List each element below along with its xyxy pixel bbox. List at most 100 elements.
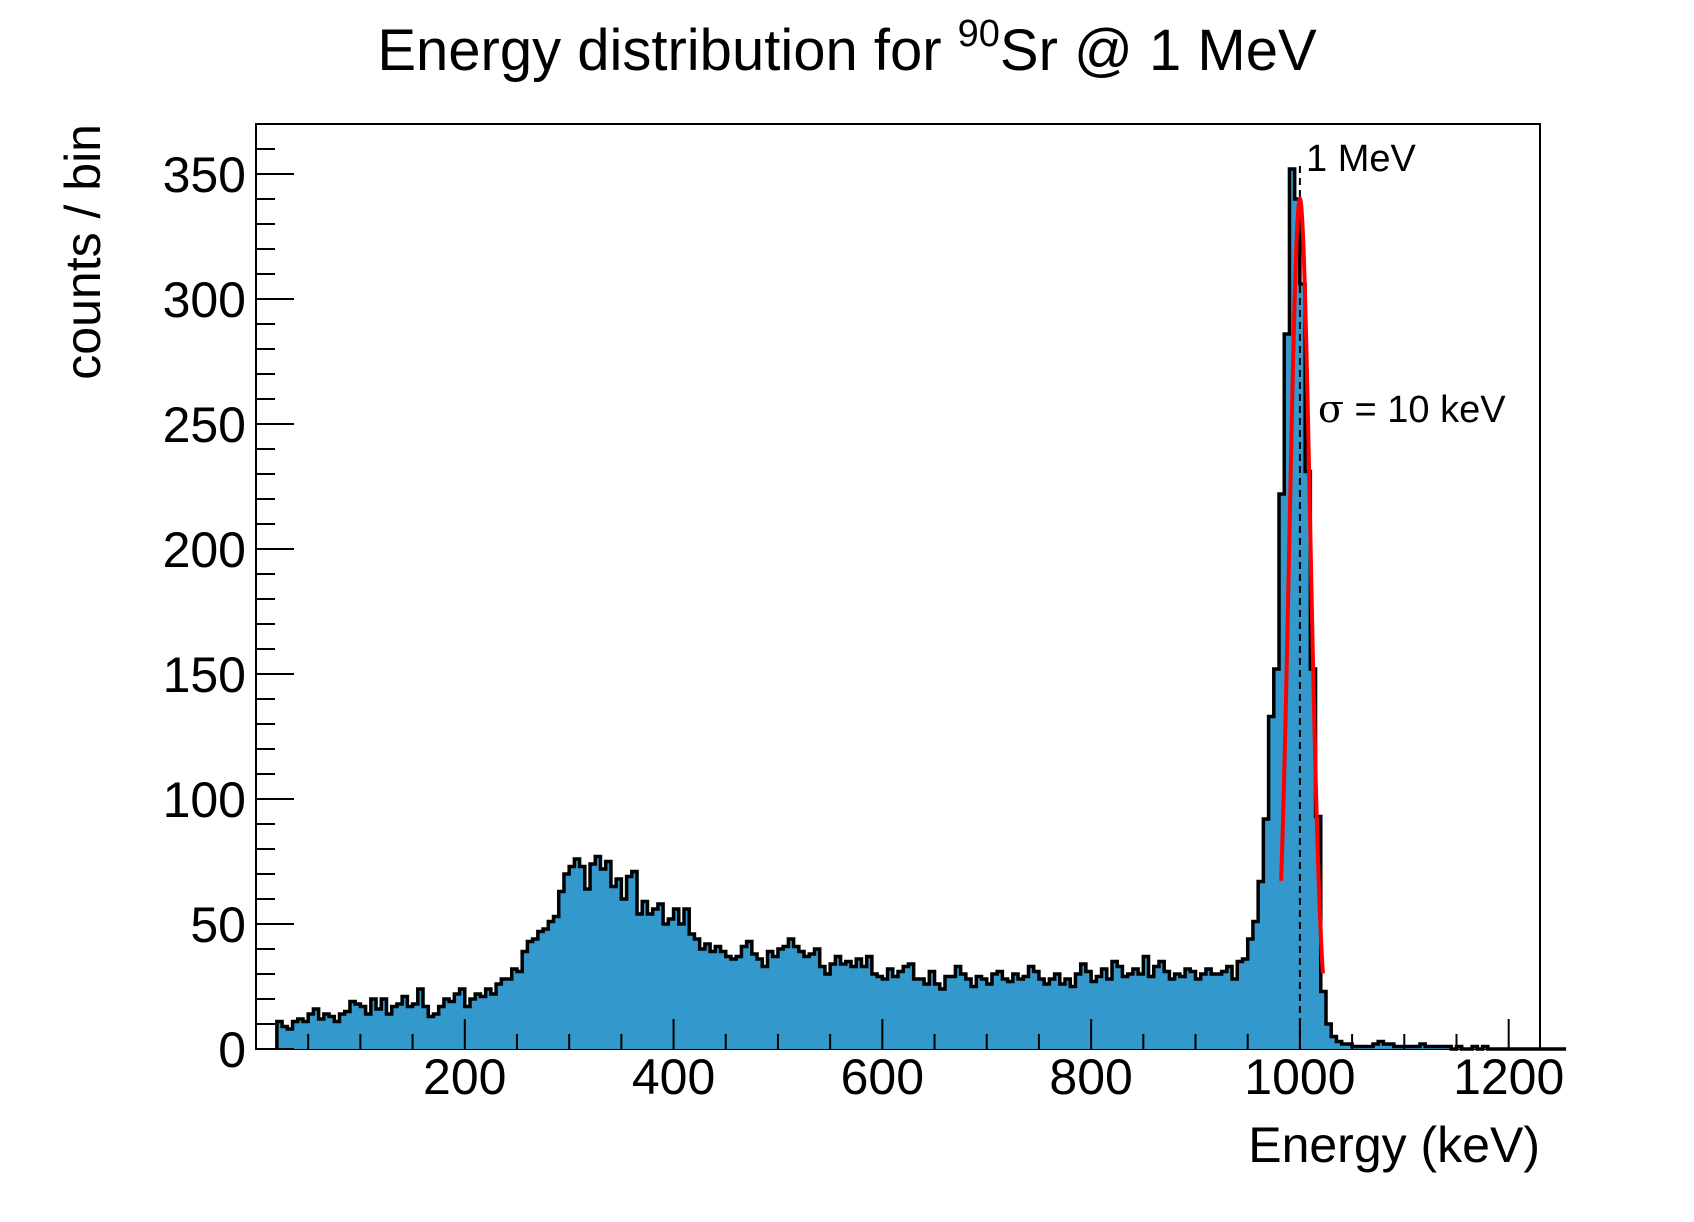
histogram-bar xyxy=(877,976,883,1049)
y-tick-label: 50 xyxy=(190,897,246,953)
histogram-bar xyxy=(913,979,920,1049)
x-tick-label: 200 xyxy=(423,1049,506,1105)
histogram-bar xyxy=(694,939,701,1049)
histogram-bar xyxy=(527,941,534,1049)
histogram-bar xyxy=(621,899,628,1049)
histogram-bar xyxy=(407,1006,414,1049)
histogram-bar xyxy=(1226,966,1233,1049)
histogram-bar xyxy=(1075,974,1082,1049)
histogram-bar xyxy=(360,1006,367,1049)
sigma-value: = 10 keV xyxy=(1344,389,1506,431)
y-tick-label: 150 xyxy=(163,647,246,703)
histogram-bar xyxy=(558,891,565,1049)
histogram-bar xyxy=(1185,969,1191,1049)
histogram-bar xyxy=(840,964,847,1049)
histogram-bar xyxy=(1179,976,1186,1049)
histogram-bar xyxy=(569,866,575,1049)
histogram-bar xyxy=(475,994,482,1049)
histogram-bar xyxy=(1169,979,1176,1049)
histogram-bar xyxy=(449,1001,455,1049)
histogram-bar xyxy=(501,979,508,1049)
histogram-bar xyxy=(313,1009,320,1049)
histogram-bar xyxy=(772,956,779,1049)
histogram-bar xyxy=(423,1006,429,1049)
histogram-bar xyxy=(939,989,946,1049)
histogram-bar xyxy=(1315,816,1322,1049)
histogram-bar xyxy=(1294,199,1301,1049)
histogram-bar xyxy=(1190,971,1197,1049)
histogram-bar xyxy=(574,859,581,1049)
histogram-bar xyxy=(851,966,857,1049)
histogram-bar xyxy=(1310,669,1317,1049)
histogram-bar xyxy=(830,964,836,1049)
histogram-bar xyxy=(1122,976,1129,1049)
chart-title-isotope-mass: 90 xyxy=(958,13,1000,55)
histogram-bar xyxy=(1221,971,1228,1049)
histogram-bar xyxy=(751,954,758,1049)
histogram-bar xyxy=(1091,981,1097,1049)
histogram-bar xyxy=(804,956,810,1049)
histogram-bar xyxy=(746,941,753,1049)
histogram-bar xyxy=(1164,971,1171,1049)
histogram-bar xyxy=(276,1021,283,1049)
plot-frame xyxy=(255,123,1541,1050)
histogram-bar xyxy=(1258,881,1264,1049)
y-axis: 0 50 100 150 200 250 300 350 xyxy=(163,123,294,1078)
histogram-bar xyxy=(1033,971,1040,1049)
histogram-bar xyxy=(684,909,690,1049)
histogram-bar xyxy=(511,969,518,1049)
peak-annotation: 1 MeV xyxy=(1306,138,1416,180)
histogram-bar xyxy=(1247,939,1254,1049)
histogram-bar xyxy=(663,924,669,1049)
histogram-bar xyxy=(459,989,466,1049)
histogram-bar xyxy=(1252,921,1259,1049)
histogram-bar xyxy=(1106,979,1113,1049)
histogram-bar xyxy=(788,939,795,1049)
histogram-bar xyxy=(887,969,894,1049)
histogram-bar xyxy=(856,959,863,1049)
histogram-bar xyxy=(396,1004,403,1049)
histogram-bar xyxy=(334,1021,341,1049)
histogram-bar xyxy=(344,1011,351,1049)
histogram-bar xyxy=(1148,976,1155,1049)
histogram-bar xyxy=(376,1009,382,1049)
x-tick-label: 600 xyxy=(841,1049,924,1105)
histogram-bar xyxy=(882,979,889,1049)
histogram-bar xyxy=(986,984,993,1049)
histogram-bar xyxy=(819,966,826,1049)
x-tick-label: 1000 xyxy=(1244,1049,1355,1105)
histogram-bar xyxy=(1112,961,1118,1049)
histogram-bar xyxy=(798,951,805,1049)
y-tick-label: 200 xyxy=(163,522,246,578)
histogram-bar xyxy=(783,946,789,1049)
histogram-bar xyxy=(1388,1044,1395,1049)
histogram-bar xyxy=(871,974,878,1049)
histogram-bar xyxy=(1065,979,1071,1049)
histogram-bar xyxy=(1054,974,1061,1049)
histogram-bar xyxy=(725,956,732,1049)
histogram-bar xyxy=(590,864,596,1049)
histogram-bar xyxy=(532,939,539,1049)
histogram-bar xyxy=(1080,964,1087,1049)
histogram-bar xyxy=(1049,979,1056,1049)
histogram-bar xyxy=(908,964,915,1049)
chart-title-main: Energy distribution for xyxy=(377,18,957,83)
histogram-bar xyxy=(903,966,910,1049)
histogram-bar xyxy=(454,994,461,1049)
histogram-bar xyxy=(1002,979,1009,1049)
x-tick-label: 400 xyxy=(632,1049,715,1105)
histogram-bar xyxy=(349,1001,356,1049)
histogram-bar xyxy=(944,976,951,1049)
histogram-bar xyxy=(428,1016,435,1049)
histogram-bar xyxy=(1085,971,1092,1049)
histogram-bar xyxy=(595,856,602,1049)
histogram-bar xyxy=(1018,979,1024,1049)
histogram-bar xyxy=(282,1026,288,1049)
histogram-bar xyxy=(918,979,925,1049)
histogram-bar xyxy=(1346,1044,1353,1049)
histogram-bar xyxy=(689,934,696,1049)
histogram-bar xyxy=(976,976,983,1049)
histogram-bar xyxy=(1059,984,1066,1049)
histogram-bar xyxy=(610,886,617,1049)
histogram-bar xyxy=(762,966,769,1049)
